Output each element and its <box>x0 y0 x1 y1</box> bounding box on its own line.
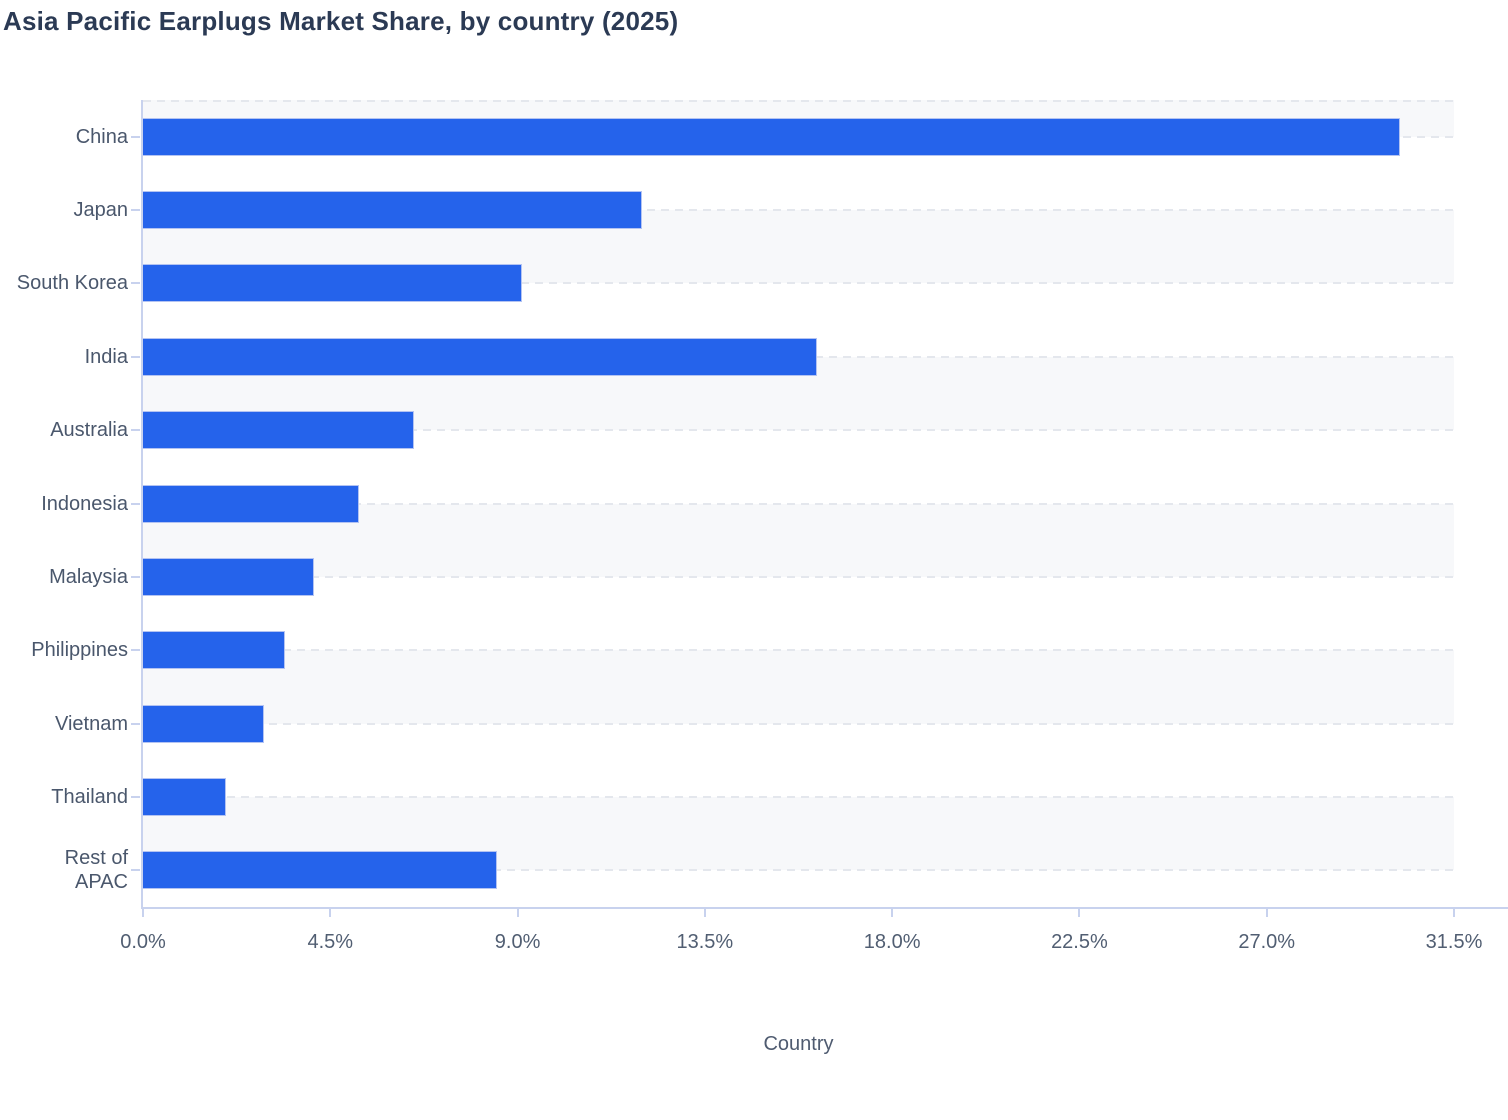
y-label-china: China <box>75 125 128 148</box>
y-tick <box>131 429 140 432</box>
y-tick <box>131 135 140 138</box>
x-tick-label: 18.0% <box>863 931 921 953</box>
x-tick <box>329 909 332 917</box>
y-label-thailand: Thailand <box>51 785 128 808</box>
y-tick <box>131 209 140 212</box>
x-axis-title: Country <box>763 1033 834 1055</box>
x-tick <box>1265 909 1268 917</box>
x-tick <box>703 909 706 917</box>
gridline <box>143 429 1454 432</box>
x-tick <box>891 909 894 917</box>
x-tick <box>1453 909 1455 917</box>
plot-area <box>143 100 1454 907</box>
y-label-australia: Australia <box>50 419 128 442</box>
gridline <box>143 502 1454 505</box>
y-label-rest-of-apac: Rest of APAC <box>64 847 128 894</box>
y-label-philippines: Philippines <box>31 639 128 662</box>
y-tick <box>131 649 140 652</box>
gridline <box>143 722 1454 725</box>
y-axis-labels: China Japan South Korea India Australia Indon… <box>0 100 128 907</box>
y-tick <box>131 722 140 725</box>
gridline <box>143 209 1454 212</box>
x-tick-label: 4.5% <box>307 931 354 953</box>
y-label-south-korea: South Korea <box>16 272 128 295</box>
x-tick-label: 13.5% <box>676 931 734 953</box>
bar-malaysia <box>143 557 314 596</box>
y-label-vietnam: Vietnam <box>54 712 128 735</box>
gridline <box>143 649 1454 652</box>
bar-south-korea <box>143 264 522 303</box>
y-label-japan: Japan <box>73 199 129 222</box>
gridline <box>143 869 1454 872</box>
y-label-malaysia: Malaysia <box>49 565 128 588</box>
gridline <box>143 575 1454 578</box>
bar-china <box>143 117 1400 156</box>
x-tick <box>516 909 519 917</box>
y-tick <box>131 575 140 578</box>
chart-title: Asia Pacific Earplugs Market Share, by c… <box>3 6 679 36</box>
y-axis-line <box>141 100 143 909</box>
bar-vietnam <box>143 704 264 743</box>
y-tick <box>131 282 140 285</box>
x-axis: 0.0% 4.5% 9.0% 13.5% 18.0% 22.5% 27.0% 31.5% <box>120 909 1482 969</box>
y-tick <box>131 502 140 505</box>
y-tick <box>131 795 140 798</box>
bar-thailand <box>143 777 227 816</box>
bar-indonesia <box>143 484 360 523</box>
x-tick <box>142 909 144 917</box>
x-tick-label: 0.0% <box>120 931 166 953</box>
x-tick-label: 31.5% <box>1425 931 1483 953</box>
x-tick <box>1078 909 1081 917</box>
gridline <box>143 282 1454 285</box>
bar-australia <box>143 411 414 450</box>
y-tick <box>131 355 140 358</box>
y-label-india: India <box>84 345 128 368</box>
gridline <box>143 100 1454 102</box>
x-tick-label: 27.0% <box>1238 931 1296 953</box>
bar-japan <box>143 191 643 230</box>
row-band <box>143 503 1454 577</box>
x-tick-label: 22.5% <box>1051 931 1108 953</box>
x-tick-label: 9.0% <box>494 931 541 953</box>
bar-india <box>143 337 818 376</box>
bar-rest-of-apac <box>143 851 497 890</box>
gridline <box>143 795 1454 798</box>
y-tick <box>131 869 140 872</box>
y-label-indonesia: Indonesia <box>41 492 128 515</box>
bar-philippines <box>143 631 285 670</box>
row-band <box>143 650 1454 724</box>
x-axis-line <box>143 907 1508 909</box>
